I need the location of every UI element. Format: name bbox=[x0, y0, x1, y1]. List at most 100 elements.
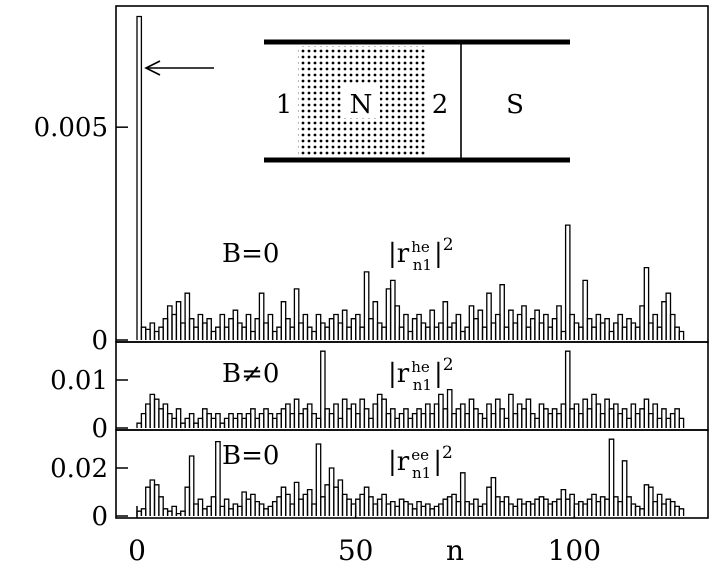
histogram-bar bbox=[617, 500, 624, 516]
histogram-bar bbox=[551, 408, 558, 428]
histogram-bar bbox=[376, 393, 383, 428]
histogram-bar bbox=[639, 305, 645, 340]
histogram-bar bbox=[149, 479, 156, 516]
histogram-bar bbox=[560, 403, 567, 428]
histogram-bar bbox=[315, 313, 322, 340]
histogram-bar bbox=[350, 318, 357, 340]
histogram-bar bbox=[538, 322, 545, 340]
histogram-bar bbox=[508, 309, 514, 340]
x-tick-label: 100 bbox=[548, 534, 601, 567]
histogram-bar bbox=[538, 496, 545, 516]
histogram-bar bbox=[333, 486, 339, 516]
histogram-bar bbox=[381, 493, 387, 516]
histogram-bar bbox=[267, 313, 274, 340]
histogram-bar bbox=[621, 460, 628, 516]
histogram-bar bbox=[359, 398, 366, 428]
histogram-bar bbox=[442, 498, 449, 516]
histogram-bar bbox=[503, 496, 510, 516]
histogram-bottom bbox=[136, 438, 685, 516]
histogram-bar bbox=[389, 279, 396, 340]
x-tick-label: 50 bbox=[338, 534, 374, 567]
histogram-bar bbox=[285, 318, 291, 340]
y-tick-label: 0.02 bbox=[50, 454, 108, 484]
histogram-bar bbox=[665, 417, 672, 428]
histogram-top bbox=[136, 15, 685, 340]
histogram-bar bbox=[608, 330, 615, 340]
histogram-bar bbox=[328, 467, 335, 516]
histogram-bar bbox=[162, 508, 169, 516]
histogram-bar bbox=[263, 508, 269, 516]
histogram-bar bbox=[438, 393, 444, 428]
histogram-bar bbox=[486, 292, 492, 340]
inset-label-n: N bbox=[350, 90, 373, 120]
histogram-bar bbox=[381, 398, 387, 428]
histogram-bar bbox=[324, 408, 331, 428]
tick-layer: 0 0.005 0 0.01 0 0.02 0 50 100 bbox=[34, 113, 601, 567]
histogram-bar bbox=[210, 496, 217, 516]
histogram-bar bbox=[455, 500, 462, 516]
histogram-bar bbox=[285, 493, 291, 516]
histogram-bar bbox=[411, 508, 418, 516]
histogram-bar bbox=[188, 455, 195, 516]
histogram-bar bbox=[267, 505, 274, 516]
bottom-field-label: B=0 bbox=[222, 441, 279, 471]
panel-frames bbox=[115, 5, 709, 519]
histogram-bar bbox=[346, 408, 352, 428]
histogram-bar bbox=[525, 398, 532, 428]
histogram-bar bbox=[258, 412, 265, 428]
histogram-bar bbox=[372, 503, 379, 516]
histogram-bar bbox=[534, 309, 540, 340]
histogram-bar bbox=[626, 496, 632, 516]
histogram-bar bbox=[250, 330, 256, 340]
histogram-bar bbox=[534, 417, 540, 428]
histogram-bar bbox=[324, 326, 331, 340]
histogram-bar bbox=[276, 326, 282, 340]
histogram-bar bbox=[604, 398, 610, 428]
y-tick-label: 0 bbox=[91, 414, 108, 444]
histogram-bar bbox=[166, 510, 173, 516]
histogram-bar bbox=[569, 408, 575, 428]
histogram-bar bbox=[656, 493, 663, 516]
bottom-panel-annotation: B=0 |r ee n1|2 bbox=[222, 441, 453, 482]
histogram-bar bbox=[591, 326, 597, 340]
histogram-bar bbox=[512, 412, 519, 428]
histogram-bar bbox=[306, 326, 313, 340]
histogram-bar bbox=[293, 481, 300, 516]
histogram-bar bbox=[459, 403, 466, 428]
histogram-bar bbox=[293, 398, 300, 428]
histogram-bar bbox=[420, 505, 427, 516]
histogram-bar bbox=[665, 498, 672, 516]
histogram-bar bbox=[556, 412, 562, 428]
histogram-bar bbox=[324, 484, 331, 516]
histogram-bar bbox=[582, 398, 589, 428]
histogram-bar bbox=[608, 408, 615, 428]
histogram-bar bbox=[149, 393, 156, 428]
histogram-bar bbox=[280, 486, 287, 516]
histogram-bar bbox=[647, 486, 654, 516]
histogram-bar bbox=[372, 403, 379, 428]
histogram-bar bbox=[407, 503, 414, 516]
histogram-bar bbox=[564, 350, 571, 428]
histogram-bar bbox=[442, 408, 449, 428]
histogram-bar bbox=[473, 318, 479, 340]
histogram-bar bbox=[656, 326, 663, 340]
histogram-bar bbox=[521, 408, 527, 428]
histogram-bar bbox=[656, 417, 663, 428]
histogram-bar bbox=[153, 398, 160, 428]
histogram-bar bbox=[359, 326, 366, 340]
histogram-bar bbox=[674, 326, 680, 340]
histogram-bar bbox=[429, 508, 436, 516]
histogram-bar bbox=[350, 403, 357, 428]
histogram-bar bbox=[429, 309, 436, 340]
histogram-bar bbox=[188, 412, 195, 428]
histogram-bar bbox=[586, 498, 593, 516]
bottom-panel-frame bbox=[115, 429, 709, 519]
histogram-bar bbox=[193, 326, 199, 340]
histogram-bar bbox=[669, 500, 676, 516]
histogram-bar bbox=[678, 508, 685, 516]
histogram-bar bbox=[634, 412, 641, 428]
histogram-bar bbox=[494, 313, 501, 340]
histogram-bar bbox=[556, 305, 562, 340]
histogram-bar bbox=[245, 412, 252, 428]
y-tick-label: 0 bbox=[91, 502, 108, 532]
